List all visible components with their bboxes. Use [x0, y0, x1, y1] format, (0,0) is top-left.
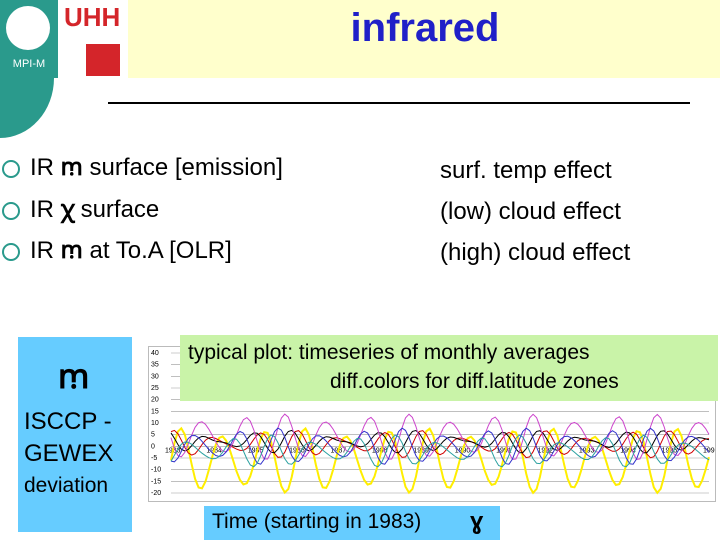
bullet-prefix: IR [30, 237, 54, 264]
caption-line-2: diff.colors for diff.latitude zones [330, 370, 619, 393]
bullet-prefix: IR [30, 196, 54, 223]
axis-caption: Time (starting in 1983) [212, 510, 422, 533]
isccp-label: ISCCP - [24, 408, 112, 435]
bullet-prefix: IR [30, 154, 54, 181]
arrow-up-icon: ꭑ [60, 237, 83, 264]
caption-line-1: typical plot: timeseries of monthly aver… [188, 341, 590, 364]
title-divider [108, 102, 690, 104]
arrow-up-icon: ꭑ [60, 154, 83, 181]
bullet-circle-icon [2, 159, 20, 178]
y-tick-label: 30 [151, 373, 159, 380]
wave-icon: ꭑ [58, 358, 90, 396]
y-tick-label: -15 [151, 478, 161, 485]
isccp-box [18, 337, 132, 532]
year-label: 1996 [703, 447, 715, 454]
time-icon: ɣ [470, 508, 484, 535]
y-tick-label: 10 [151, 420, 159, 427]
y-tick-label: 35 [151, 362, 159, 369]
effect-item: (high) cloud effect [440, 239, 631, 266]
effects-list: surf. temp effect (low) cloud effect (hi… [440, 150, 630, 273]
y-tick-label: -5 [151, 455, 157, 462]
bullet-item: IR ꭑ surface [emission] [2, 150, 283, 183]
bullet-text: surface [80, 196, 160, 223]
y-tick-label: 25 [151, 385, 159, 392]
swoosh-decoration [0, 78, 54, 138]
bullet-circle-icon [2, 242, 20, 261]
y-tick-label: -20 [151, 490, 161, 497]
bullet-circle-icon [2, 201, 20, 220]
y-tick-label: -10 [151, 467, 161, 474]
effect-item: surf. temp effect [440, 157, 612, 184]
bullet-text: at To.A [OLR] [89, 237, 232, 264]
castle-icon [86, 44, 120, 76]
bullet-text: surface [emission] [89, 154, 283, 181]
year-label: 1991 [496, 447, 512, 454]
chart-caption-box [180, 335, 718, 401]
deviation-label: deviation [24, 474, 109, 497]
bullet-item: IR ꭓ surface [2, 192, 159, 225]
series-line [170, 434, 710, 468]
slide-title: infrared [350, 6, 500, 50]
uhh-logo-text: UHH [64, 2, 121, 32]
year-label: 1988 [372, 447, 388, 454]
globe-icon [6, 6, 50, 50]
gewex-label: GEWEX [24, 440, 114, 467]
series-line [170, 429, 710, 459]
axis-caption-box [204, 506, 500, 540]
series-line [170, 426, 710, 495]
series-line [170, 413, 710, 460]
arrow-down-icon: ꭓ [60, 196, 74, 223]
bullet-item: IR ꭑ at To.A [OLR] [2, 233, 232, 266]
effect-item: (low) cloud effect [440, 198, 621, 225]
mpi-label: MPI-M [12, 58, 46, 70]
y-tick-label: 5 [151, 432, 155, 439]
year-label: 1994 [620, 447, 636, 454]
year-label: 1985 [248, 447, 264, 454]
y-tick-label: 15 [151, 408, 159, 415]
y-tick-label: 0 [151, 443, 155, 450]
y-tick-label: 40 [151, 350, 159, 357]
series-line [170, 427, 710, 465]
y-tick-label: 20 [151, 397, 159, 404]
